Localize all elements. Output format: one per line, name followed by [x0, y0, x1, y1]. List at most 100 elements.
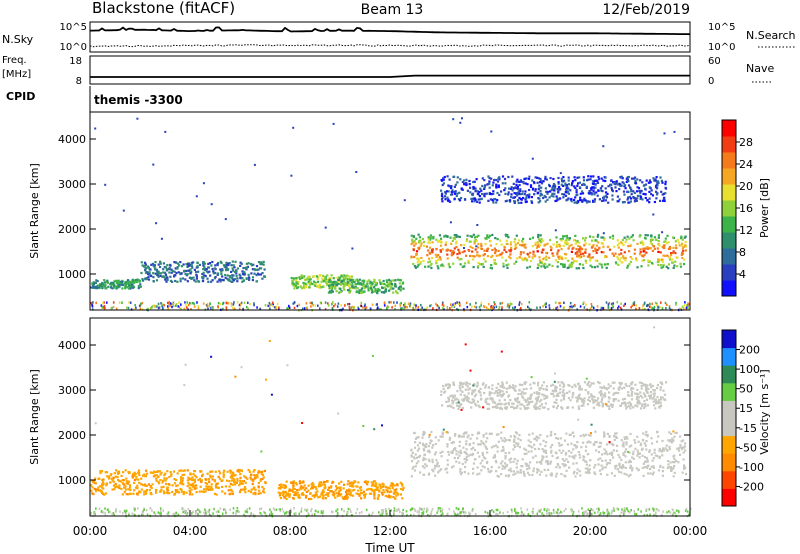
scatter-cell — [471, 192, 475, 195]
scatter-cell — [637, 468, 640, 471]
scatter-cell — [96, 287, 99, 290]
scatter-cell — [221, 485, 224, 488]
scatter-cell — [602, 466, 605, 469]
scatter-cell — [605, 450, 608, 453]
scatter-cell — [111, 488, 114, 491]
scatter-cell — [360, 489, 363, 492]
scatter-cell — [576, 251, 579, 254]
scatter-cell — [174, 267, 177, 270]
scatter-cell — [519, 307, 522, 310]
scatter-cell — [254, 268, 257, 272]
scatter-cell — [552, 390, 556, 393]
scatter-cell — [157, 306, 160, 310]
scatter-cell — [509, 243, 512, 246]
scatter-cell — [253, 272, 256, 275]
scatter-cell — [533, 255, 536, 258]
scatter-cell — [463, 198, 467, 201]
scatter-cell — [432, 444, 435, 447]
scatter-cell — [581, 263, 584, 266]
scatter-cell — [683, 445, 686, 448]
scatter-cell — [452, 262, 455, 265]
scatter-cell — [240, 488, 243, 491]
scatter-cell — [291, 281, 294, 284]
scatter-cell — [525, 452, 528, 455]
scatter-cell — [644, 460, 647, 463]
scatter-cell — [593, 179, 596, 182]
scatter-cell — [492, 306, 494, 310]
scatter-cell — [307, 484, 310, 487]
scatter-cell — [564, 184, 567, 187]
scatter-cell — [316, 277, 319, 281]
scatter-cell — [629, 464, 632, 467]
scatter-cell — [631, 391, 634, 394]
scatter-cell — [176, 266, 179, 269]
scatter-cell — [495, 305, 498, 308]
scatter-cell — [162, 490, 165, 493]
scatter-cell — [516, 242, 519, 245]
scatter-cell — [165, 269, 168, 272]
scatter-cell — [160, 237, 163, 240]
scatter-cell — [571, 182, 574, 185]
scatter-cell — [177, 271, 180, 274]
scatter-cell — [255, 474, 258, 477]
scatter-cell — [514, 436, 517, 439]
scatter-cell — [367, 488, 370, 491]
scatter-cell — [620, 302, 622, 305]
scatter-cell — [641, 404, 644, 407]
scatter-cell — [478, 195, 481, 198]
scatter-cell — [225, 265, 228, 268]
scatter-cell — [229, 471, 232, 474]
scatter-cell — [525, 200, 528, 203]
scatter-cell — [561, 180, 564, 183]
scatter-cell — [436, 304, 438, 307]
scatter-cell — [212, 272, 215, 275]
scatter-cell — [188, 486, 191, 490]
scatter-cell — [655, 440, 659, 443]
scatter-cell — [508, 187, 511, 190]
scatter-cell — [509, 457, 513, 460]
scatter-cell — [334, 489, 337, 492]
scatter-cell — [665, 307, 667, 310]
scatter-cell — [635, 304, 638, 307]
scatter-cell — [514, 186, 517, 189]
scatter-cell — [614, 261, 618, 264]
scatter-cell — [380, 486, 383, 489]
scatter-cell — [607, 386, 610, 389]
scatter-cell — [247, 276, 251, 279]
scatter-cell — [452, 400, 455, 403]
scatter-cell — [94, 281, 97, 284]
scatter-cell — [428, 241, 431, 244]
scatter-cell — [234, 278, 237, 281]
scatter-cell — [622, 182, 625, 185]
scatter-cell — [487, 247, 490, 250]
scatter-cell — [667, 459, 670, 463]
scatter-cell — [399, 493, 402, 496]
scatter-cell — [479, 387, 482, 390]
scatter-cell — [598, 469, 602, 472]
scatter-cell — [122, 471, 125, 474]
scatter-cell — [187, 482, 190, 485]
scatter-cell — [440, 241, 443, 244]
scatter-cell — [349, 289, 352, 292]
scatter-cell — [230, 304, 233, 307]
scatter-cell — [434, 451, 438, 454]
scatter-cell — [516, 470, 519, 473]
scatter-cell — [525, 464, 528, 467]
scatter-cell — [104, 471, 107, 474]
scatter-cell — [432, 237, 435, 240]
scatter-cell — [539, 190, 542, 193]
scatter-cell — [645, 430, 648, 433]
scatter-cell — [522, 180, 525, 184]
scatter-cell — [458, 451, 461, 454]
scatter-cell — [515, 257, 519, 260]
scatter-cell — [401, 483, 404, 486]
scatter-cell — [189, 272, 192, 275]
scatter-cell — [516, 404, 519, 407]
scatter-cell — [422, 433, 425, 436]
scatter-cell — [388, 284, 391, 287]
scatter-cell — [494, 460, 497, 463]
scatter-cell — [536, 435, 539, 438]
scatter-cell — [489, 240, 492, 243]
scatter-cell — [515, 234, 518, 237]
scatter-cell — [582, 254, 585, 258]
